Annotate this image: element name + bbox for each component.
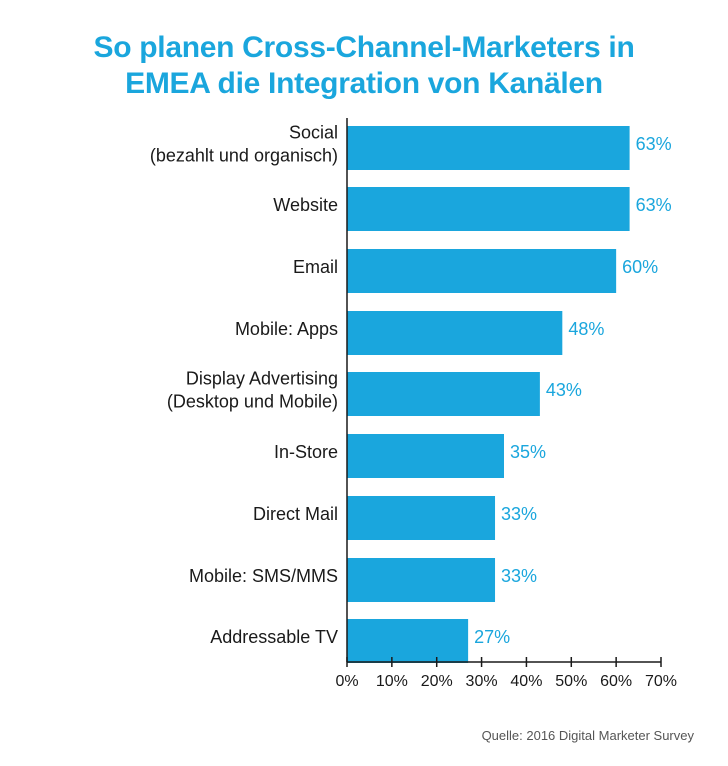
source-note: Quelle: 2016 Digital Marketer Survey <box>481 728 694 743</box>
bar <box>347 434 504 478</box>
bar <box>347 249 617 293</box>
x-tick-label: 50% <box>555 673 587 690</box>
category-label: In-Store <box>274 442 338 462</box>
category-label: (bezahlt und organisch) <box>150 145 338 165</box>
x-tick-label: 40% <box>510 673 542 690</box>
x-tick-label: 30% <box>466 673 498 690</box>
value-label: 63% <box>636 195 672 215</box>
value-label: 60% <box>622 257 658 277</box>
chart-title-line-1: So planen Cross-Channel-Marketers in <box>93 31 635 64</box>
category-label: Website <box>273 195 338 215</box>
x-tick-label: 20% <box>421 673 453 690</box>
value-label: 33% <box>501 504 537 524</box>
bar <box>347 558 496 602</box>
value-label: 48% <box>568 319 604 339</box>
category-label: Addressable TV <box>210 627 338 647</box>
value-label: 43% <box>546 380 582 400</box>
category-label: Mobile: Apps <box>235 319 338 339</box>
bar <box>347 126 630 170</box>
category-label: (Desktop und Mobile) <box>167 391 338 411</box>
category-label: Mobile: SMS/MMS <box>189 566 338 586</box>
category-label: Social <box>289 122 338 142</box>
value-label: 27% <box>474 627 510 647</box>
category-label: Display Advertising <box>186 368 338 388</box>
chart-title-line-2: EMEA die Integration von Kanälen <box>125 67 603 100</box>
bar <box>347 372 540 416</box>
category-label: Direct Mail <box>253 504 338 524</box>
value-label: 63% <box>636 134 672 154</box>
x-tick-label: 10% <box>376 673 408 690</box>
x-tick-label: 70% <box>645 673 677 690</box>
bar <box>347 311 563 355</box>
bar <box>347 619 469 663</box>
category-label: Email <box>293 257 338 277</box>
bar <box>347 187 630 231</box>
chart-title: So planen Cross-Channel-Marketers in EME… <box>0 30 728 102</box>
x-tick-label: 0% <box>335 673 358 690</box>
value-label: 33% <box>501 566 537 586</box>
x-tick-label: 60% <box>600 673 632 690</box>
value-label: 35% <box>510 442 546 462</box>
bar <box>347 496 496 540</box>
